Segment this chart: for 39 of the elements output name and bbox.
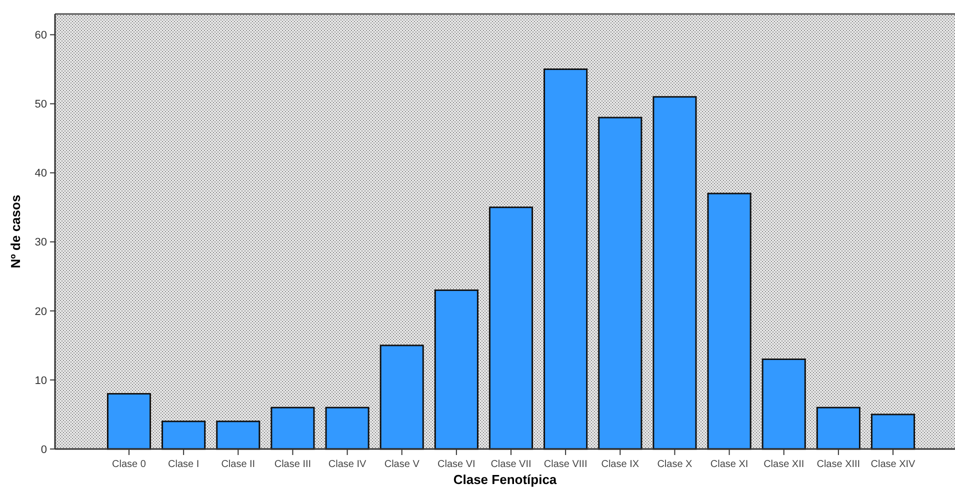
x-tick-label: Clase III <box>274 459 312 470</box>
x-tick-label: Clase 0 <box>112 459 146 470</box>
bar <box>652 96 697 450</box>
x-tick-label: Clase II <box>221 459 256 470</box>
x-tick-label: Clase IX <box>601 459 640 470</box>
bar <box>762 358 806 450</box>
x-tick-label: Clase X <box>657 459 693 470</box>
x-tick-label: Clase XII <box>764 459 804 470</box>
x-tick-label: Clase XIV <box>870 459 916 470</box>
bar <box>870 414 916 450</box>
x-axis-title: Clase Fenotípica <box>453 472 558 487</box>
bar <box>325 406 370 450</box>
y-tick-label: 30 <box>34 236 47 249</box>
y-axis-title: Nº de casos <box>8 194 23 268</box>
bar <box>216 420 260 450</box>
bar <box>598 116 642 450</box>
y-tick-label: 0 <box>40 444 47 456</box>
y-tick-label: 50 <box>34 98 47 111</box>
bar <box>707 192 752 450</box>
x-tick-label: Clase V <box>384 459 420 470</box>
x-tick-label: Clase XI <box>710 459 748 470</box>
y-tick-label: 60 <box>34 30 47 42</box>
bar <box>544 68 588 450</box>
bar <box>270 406 315 450</box>
x-tick-label: Clase VI <box>438 459 476 470</box>
x-tick-label: Clase XIII <box>816 459 860 470</box>
bar <box>434 289 478 450</box>
bar <box>380 344 424 450</box>
bar <box>816 406 860 450</box>
x-tick-label: Clase VIII <box>544 459 588 470</box>
x-tick-label: Clase IV <box>328 459 367 470</box>
y-tick-label: 20 <box>34 306 47 318</box>
bar <box>106 393 152 450</box>
y-tick-label: 40 <box>34 168 47 180</box>
y-tick-label: 10 <box>34 374 47 387</box>
bar <box>488 206 534 450</box>
x-tick-label: Clase I <box>168 459 200 470</box>
x-tick-label: Clase VII <box>490 459 532 470</box>
bar <box>162 420 206 450</box>
